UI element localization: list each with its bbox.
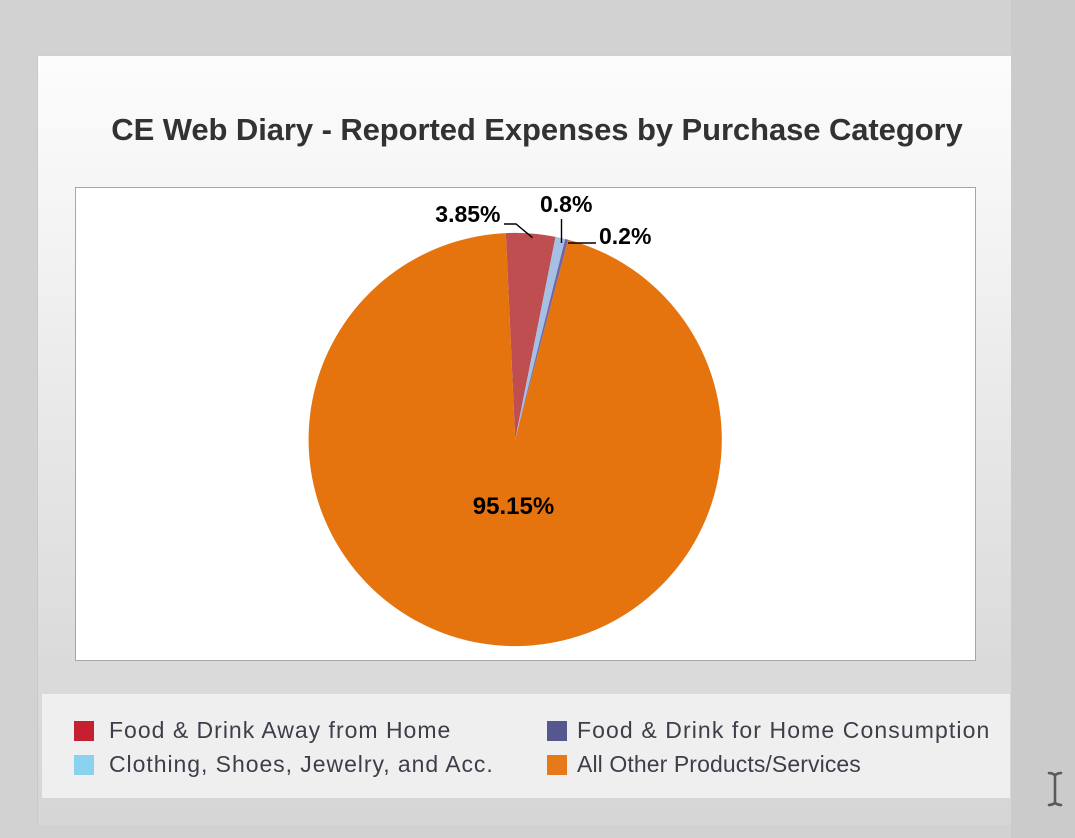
svg-text:0.2%: 0.2%	[599, 223, 651, 249]
svg-text:3.85%: 3.85%	[435, 201, 500, 227]
svg-text:0.8%: 0.8%	[540, 191, 592, 217]
svg-text:95.15%: 95.15%	[473, 493, 554, 520]
